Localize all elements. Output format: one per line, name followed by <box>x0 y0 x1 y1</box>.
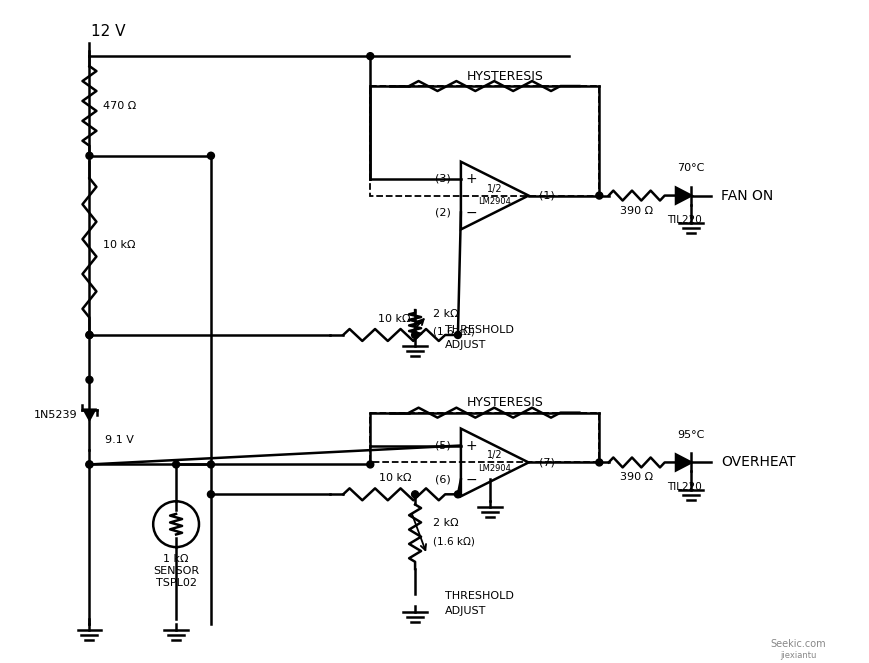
Circle shape <box>595 192 602 199</box>
Text: HYSTERESIS: HYSTERESIS <box>466 396 542 409</box>
Text: 95°C: 95°C <box>676 430 704 440</box>
Circle shape <box>86 332 93 339</box>
Circle shape <box>595 459 602 466</box>
Text: +: + <box>465 438 476 453</box>
Circle shape <box>367 52 374 60</box>
Circle shape <box>86 461 93 468</box>
Text: (1): (1) <box>538 190 554 201</box>
Text: LM2904: LM2904 <box>478 464 511 473</box>
Text: THRESHOLD: THRESHOLD <box>444 591 514 601</box>
Bar <box>370 412 599 463</box>
Text: LM2904: LM2904 <box>478 197 511 206</box>
Circle shape <box>207 461 214 468</box>
Text: (3): (3) <box>434 174 450 184</box>
Text: SENSOR: SENSOR <box>153 566 199 576</box>
Text: jiexiantu: jiexiantu <box>779 651 816 660</box>
Text: 9.1 V: 9.1 V <box>105 434 134 445</box>
Text: HYSTERESIS: HYSTERESIS <box>466 70 542 83</box>
Text: Seekic.com: Seekic.com <box>770 638 826 648</box>
Text: −: − <box>465 472 476 487</box>
Circle shape <box>454 332 461 339</box>
Circle shape <box>207 491 214 498</box>
Circle shape <box>86 377 93 383</box>
Text: 1N5239: 1N5239 <box>34 410 77 420</box>
Circle shape <box>207 152 214 159</box>
Text: (5): (5) <box>434 440 450 451</box>
Circle shape <box>172 461 179 468</box>
Text: (7): (7) <box>538 457 554 467</box>
Text: 12 V: 12 V <box>91 24 126 38</box>
Text: 10 kΩ: 10 kΩ <box>379 473 411 483</box>
Text: TIL220: TIL220 <box>666 483 700 493</box>
Text: (1.6 kΩ): (1.6 kΩ) <box>433 536 474 546</box>
Text: −: − <box>465 206 476 219</box>
Text: FAN ON: FAN ON <box>720 188 773 203</box>
Polygon shape <box>675 188 691 204</box>
Text: TSPL02: TSPL02 <box>156 578 196 588</box>
Text: ADJUST: ADJUST <box>444 606 486 616</box>
Text: +: + <box>465 172 476 186</box>
Circle shape <box>86 461 93 468</box>
Text: 1 kΩ: 1 kΩ <box>163 554 189 564</box>
Text: TIL220: TIL220 <box>666 215 700 225</box>
Circle shape <box>367 461 374 468</box>
Text: 10 kΩ: 10 kΩ <box>103 241 136 251</box>
Polygon shape <box>84 410 95 420</box>
Circle shape <box>411 491 418 498</box>
Text: 390 Ω: 390 Ω <box>620 472 653 483</box>
Circle shape <box>86 152 93 159</box>
Text: (2): (2) <box>434 208 450 217</box>
Circle shape <box>86 332 93 339</box>
Circle shape <box>411 332 418 339</box>
Text: (6): (6) <box>434 475 450 485</box>
Text: ADJUST: ADJUST <box>444 340 486 350</box>
Text: 470 Ω: 470 Ω <box>103 101 136 111</box>
Text: OVERHEAT: OVERHEAT <box>720 455 795 469</box>
Text: 1/2: 1/2 <box>487 184 502 194</box>
Text: 2 kΩ: 2 kΩ <box>433 518 458 528</box>
Text: 1/2: 1/2 <box>487 450 502 461</box>
Text: THRESHOLD: THRESHOLD <box>444 325 514 335</box>
Polygon shape <box>675 454 691 471</box>
Text: 2 kΩ: 2 kΩ <box>433 309 458 319</box>
Text: (1.6 kΩ): (1.6 kΩ) <box>433 327 474 337</box>
Text: 10 kΩ: 10 kΩ <box>377 314 410 324</box>
Text: 390 Ω: 390 Ω <box>620 206 653 215</box>
Circle shape <box>454 491 461 498</box>
Bar <box>370 86 599 196</box>
Text: 70°C: 70°C <box>676 162 704 172</box>
